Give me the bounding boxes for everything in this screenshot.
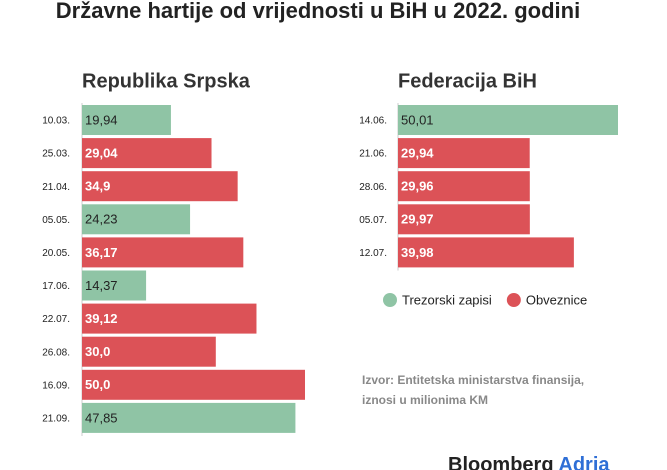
category-label: 05.05. <box>42 215 70 226</box>
category-label: 12.07. <box>359 248 387 259</box>
panel-title: Republika Srpska <box>82 70 251 92</box>
bar <box>82 303 257 334</box>
category-label: 21.04. <box>42 182 70 193</box>
chart-title: Državne hartije od vrijednosti u BiH u 2… <box>56 0 580 23</box>
category-label: 21.06. <box>359 149 387 160</box>
category-label: 10.03. <box>42 116 70 127</box>
value-label: 29,97 <box>401 212 434 227</box>
value-label: 39,12 <box>85 311 118 326</box>
category-label: 28.06. <box>359 182 387 193</box>
value-label: 14,37 <box>85 278 118 293</box>
legend-label: Trezorski zapisi <box>402 292 492 307</box>
value-label: 30,0 <box>85 344 110 359</box>
bar <box>82 171 238 202</box>
category-label: 16.09. <box>42 380 70 391</box>
value-label: 34,9 <box>85 179 110 194</box>
source: Izvor: Entitetska ministarstva finansija… <box>362 373 584 387</box>
category-label: 14.06. <box>359 116 387 127</box>
category-label: 25.03. <box>42 149 70 160</box>
panel-title: Federacija BiH <box>398 70 537 92</box>
value-label: 50,0 <box>85 377 110 392</box>
bar <box>82 270 147 301</box>
bar <box>82 237 244 268</box>
value-label: 29,94 <box>401 146 434 161</box>
bar <box>398 105 618 135</box>
category-label: 26.08. <box>42 347 70 358</box>
bar <box>398 204 530 235</box>
legend-swatch <box>383 293 397 307</box>
brand: Bloomberg Adria <box>448 454 610 470</box>
brand-name: Bloomberg <box>448 454 554 470</box>
source: iznosi u milionima KM <box>362 393 488 407</box>
brand-name: Adria <box>558 454 610 470</box>
bar <box>398 237 574 268</box>
value-label: 29,04 <box>85 146 118 161</box>
category-label: 17.06. <box>42 281 70 292</box>
bar <box>82 369 305 400</box>
bar <box>82 138 212 169</box>
value-label: 29,96 <box>401 179 434 194</box>
value-label: 36,17 <box>85 245 118 260</box>
category-label: 20.05. <box>42 248 70 259</box>
legend-swatch <box>506 293 521 307</box>
category-label: 22.07. <box>42 314 70 325</box>
value-label: 19,94 <box>85 112 118 127</box>
value-label: 24,23 <box>85 212 118 227</box>
category-label: 05.07. <box>359 215 387 226</box>
bar <box>82 204 191 235</box>
category-label: 21.09. <box>42 414 70 425</box>
value-label: 50,01 <box>401 112 434 127</box>
bar <box>398 171 530 202</box>
bar <box>82 336 216 367</box>
bar <box>82 402 296 433</box>
legend-label: Obveznice <box>526 292 587 307</box>
value-label: 39,98 <box>401 245 434 260</box>
value-label: 47,85 <box>85 410 118 425</box>
bar <box>82 105 171 135</box>
bar <box>398 138 530 169</box>
